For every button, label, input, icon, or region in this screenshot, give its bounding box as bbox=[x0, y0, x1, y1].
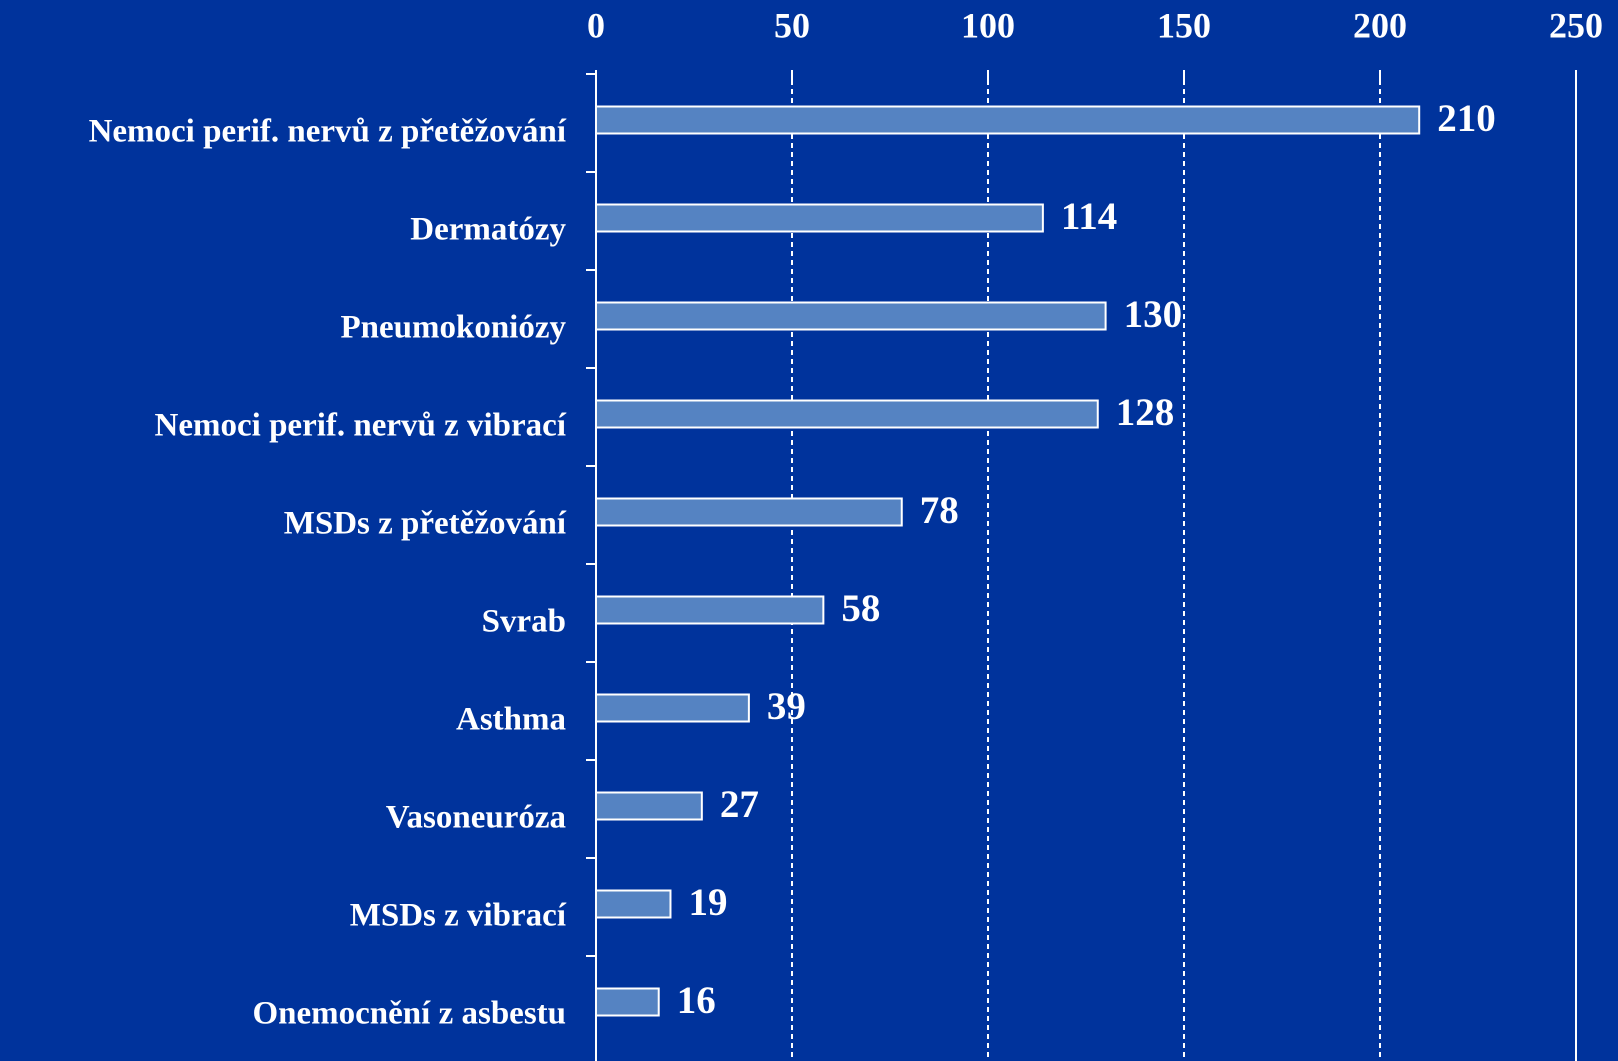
y-tick-label: Nemoci perif. nervů z přetěžování bbox=[89, 114, 567, 150]
y-tick-label: MSDs z vibrací bbox=[350, 898, 567, 934]
x-tick-label: 50 bbox=[774, 5, 810, 45]
value-label: 58 bbox=[841, 587, 880, 630]
value-label: 128 bbox=[1116, 391, 1175, 434]
bar bbox=[595, 889, 672, 919]
y-tick-label: Nemoci perif. nervů z vibrací bbox=[155, 408, 567, 444]
bar bbox=[595, 203, 1044, 233]
bar bbox=[595, 693, 750, 723]
y-tick-label: Svrab bbox=[482, 604, 566, 640]
x-tick-label: 100 bbox=[961, 5, 1015, 45]
y-tick-label: MSDs z přetěžování bbox=[284, 506, 567, 542]
y-tick-label: Asthma bbox=[456, 702, 566, 738]
value-label: 114 bbox=[1061, 195, 1117, 238]
bar bbox=[595, 399, 1099, 429]
x-tick-label: 200 bbox=[1353, 5, 1407, 45]
value-label: 130 bbox=[1124, 293, 1183, 336]
bar bbox=[595, 987, 660, 1017]
value-label: 210 bbox=[1437, 97, 1496, 140]
value-label: 78 bbox=[920, 489, 959, 532]
bar bbox=[595, 791, 703, 821]
x-tick-label: 150 bbox=[1157, 5, 1211, 45]
bar bbox=[595, 301, 1107, 331]
y-tick-label: Vasoneuróza bbox=[386, 800, 566, 836]
bar bbox=[595, 105, 1421, 135]
y-tick-label: Pneumokoniózy bbox=[340, 310, 566, 346]
y-tick-label: Dermatózy bbox=[410, 212, 566, 248]
bar bbox=[595, 595, 825, 625]
value-label: 16 bbox=[677, 979, 716, 1022]
value-label: 39 bbox=[767, 685, 806, 728]
bar bbox=[595, 497, 903, 527]
x-tick-label: 250 bbox=[1549, 5, 1603, 45]
y-tick-label: Onemocnění z asbestu bbox=[253, 996, 567, 1032]
value-label: 19 bbox=[688, 881, 727, 924]
x-tick-label: 0 bbox=[587, 5, 605, 45]
value-label: 27 bbox=[720, 783, 759, 826]
